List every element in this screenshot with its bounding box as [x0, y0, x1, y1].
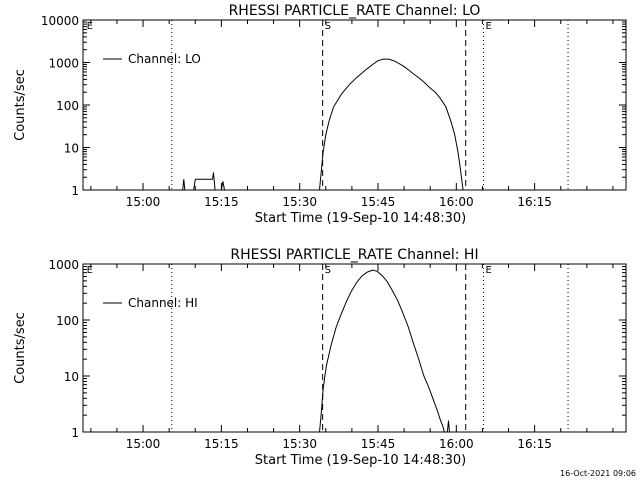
x-tick-label: 15:00	[126, 437, 161, 451]
x-tick-label: 15:00	[126, 195, 161, 209]
y-axis-label: Counts/sec	[13, 69, 28, 141]
chart-title: RHESSI PARTICLE_RATE Channel: HI	[230, 247, 478, 263]
chart-panel-hi: RHESSI PARTICLE_RATE Channel: HI 15:00 15:…	[13, 247, 627, 468]
x-tick-label: 15:45	[361, 437, 396, 451]
y-tick-label: 100	[56, 99, 79, 113]
marker-label: E	[485, 21, 491, 32]
x-tick-label: 15:30	[282, 195, 317, 209]
marker-label: E	[87, 265, 93, 276]
y-tick-label: 1	[71, 184, 79, 198]
x-axis-label: Start Time (19-Sep-10 14:48:30)	[255, 211, 466, 226]
x-tick-label: 16:00	[439, 437, 474, 451]
timestamp: 16-Oct-2021 09:06	[560, 469, 636, 478]
marker-label: E	[485, 265, 491, 276]
y-tick-label: 100	[56, 314, 79, 328]
chart-panel-lo: RHESSI PARTICLE_RATE Channel: LO 15:00 15:…	[13, 3, 627, 226]
chart-title: RHESSI PARTICLE_RATE Channel: LO	[229, 3, 481, 19]
y-tick-label: 1000	[48, 258, 79, 272]
marker-label: E	[87, 21, 93, 32]
legend-label: Channel: HI	[128, 296, 198, 310]
series-line-lo	[319, 58, 464, 191]
y-tick-label: 10	[64, 142, 79, 156]
series-line-lo	[220, 181, 225, 191]
x-tick-label: 15:45	[361, 195, 396, 209]
x-tick-label: 15:15	[204, 195, 239, 209]
legend-label: Channel: LO	[128, 52, 201, 66]
y-tick-label: 1000	[48, 57, 79, 71]
x-axis-label: Start Time (19-Sep-10 14:48:30)	[255, 453, 466, 468]
x-tick-label: 16:00	[439, 195, 474, 209]
x-tick-label: 16:15	[517, 195, 552, 209]
x-tick-label: 15:30	[282, 437, 317, 451]
series-line-lo	[182, 179, 186, 191]
plot-frame	[82, 19, 627, 191]
y-axis-label: Counts/sec	[13, 312, 28, 384]
y-tick-label: 10000	[41, 14, 79, 28]
y-tick-label: 1	[71, 426, 79, 440]
series-line-hi	[319, 269, 445, 433]
x-tick-label: 16:15	[517, 437, 552, 451]
series-line-lo	[193, 172, 216, 191]
y-tick-label: 10	[64, 370, 79, 384]
x-tick-label: 15:15	[204, 437, 239, 451]
marker-label: S	[325, 21, 331, 32]
series-line-hi	[446, 420, 450, 433]
marker-label: S	[325, 265, 331, 276]
plot-frame	[82, 263, 627, 433]
